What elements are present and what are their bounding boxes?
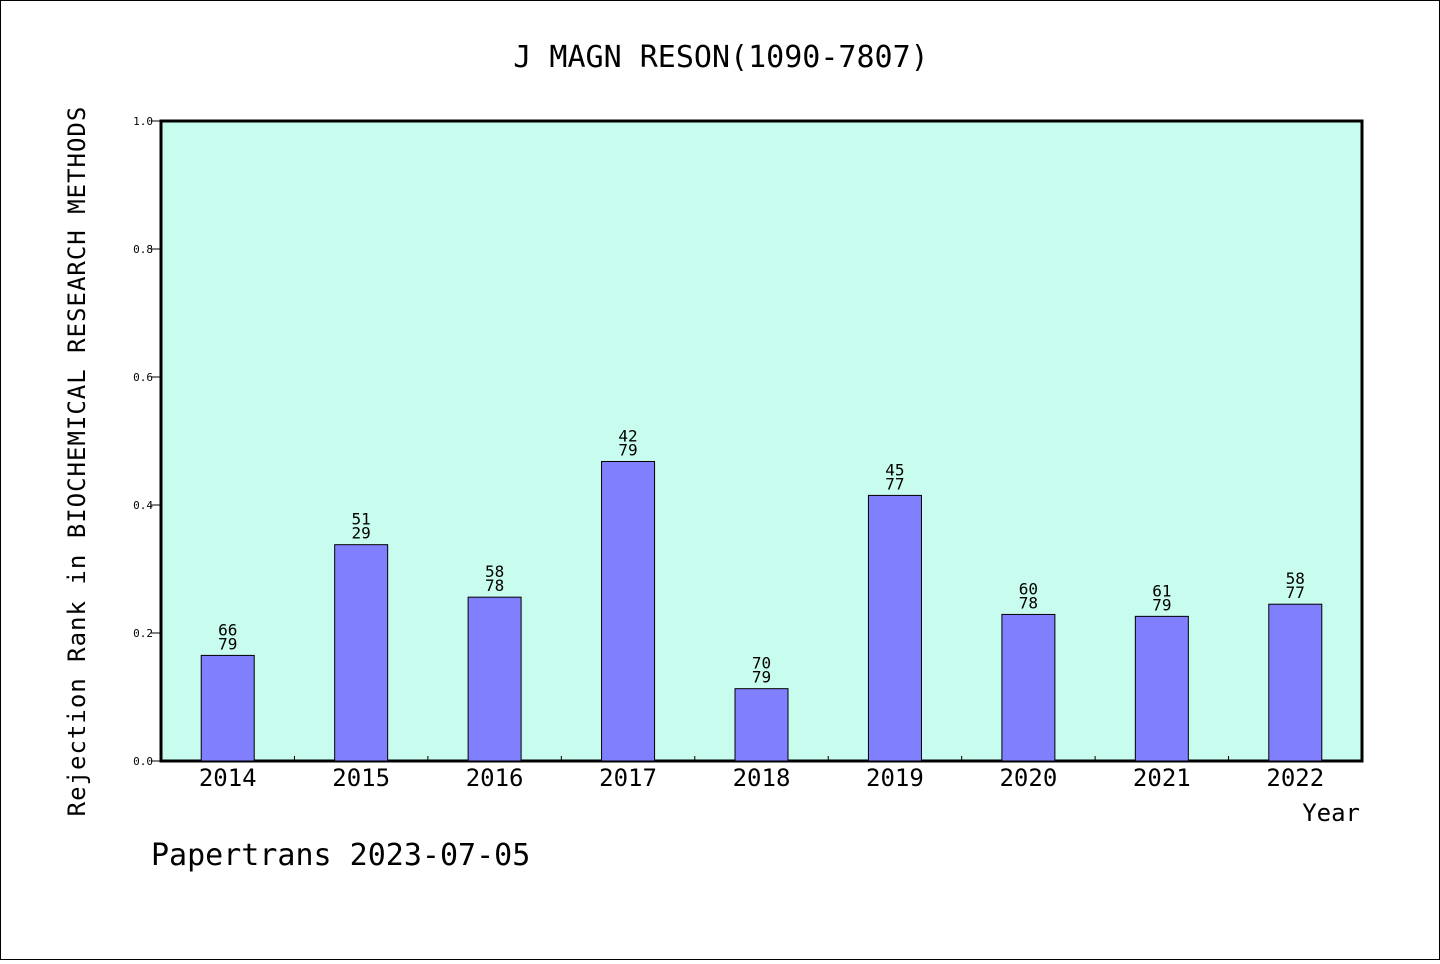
bar-label-top: 66 [218,620,237,639]
bar-label-top: 70 [752,654,771,673]
footer-credit: Papertrans 2023-07-05 [151,838,530,873]
bar-label-top: 58 [1286,569,1305,588]
bar-label-top: 58 [485,562,504,581]
bar-label-bottom: 77 [1286,583,1305,602]
bar-label-top: 42 [618,426,637,445]
bar-2016 [467,596,522,762]
bar-2014 [200,654,255,762]
bar-2018 [734,688,789,762]
bar-2015 [334,544,389,762]
y-tick-label: 0.2 [133,627,153,640]
x-axis-label: Year [1302,799,1360,827]
bar-label-bottom: 79 [1152,595,1171,614]
bar-label-bottom: 79 [618,440,637,459]
x-axis-ticks: 2014 2015 2016 2017 2018 2019 2020 2021 2022 [199,756,1324,792]
bar-label-bottom: 29 [352,524,371,543]
y-axis-ticks: 0.0 0.2 0.4 0.6 0.8 1.0 [133,115,161,768]
y-tick-label: 1.0 [133,115,153,128]
bar-label-bottom: 79 [752,668,771,687]
bar-label-top: 61 [1152,581,1171,600]
bar-label-top: 45 [885,460,904,479]
y-tick-label: 0.4 [133,499,153,512]
bars [200,460,1323,762]
bar-label-top: 60 [1019,579,1038,598]
x-tick-label: 2020 [999,764,1057,792]
bar-label-bottom: 78 [485,576,504,595]
bar-label-bottom: 77 [885,474,904,493]
bar-2017 [601,460,656,762]
x-tick-label: 2017 [599,764,657,792]
x-tick-label: 2015 [332,764,390,792]
bar-2020 [1001,613,1056,762]
x-tick-label: 2019 [866,764,924,792]
bar-2022 [1268,603,1323,762]
y-tick-label: 0.6 [133,371,153,384]
x-tick-label: 2021 [1133,764,1191,792]
y-tick-label: 0.0 [133,755,153,768]
chart-title: J MAGN RESON(1090-7807) [513,40,928,75]
bar-2019 [867,494,922,762]
bar-2021 [1134,615,1189,762]
x-tick-label: 2016 [466,764,524,792]
bar-label-top: 51 [352,510,371,529]
bar-label-bottom: 78 [1019,593,1038,612]
x-tick-label: 2022 [1266,764,1324,792]
x-tick-label: 2018 [733,764,791,792]
bar-label-bottom: 79 [218,634,237,653]
y-axis-label: Rejection Rank in BIOCHEMICAL RESEARCH M… [63,106,91,817]
x-tick-label: 2014 [199,764,257,792]
y-tick-label: 0.8 [133,243,153,256]
